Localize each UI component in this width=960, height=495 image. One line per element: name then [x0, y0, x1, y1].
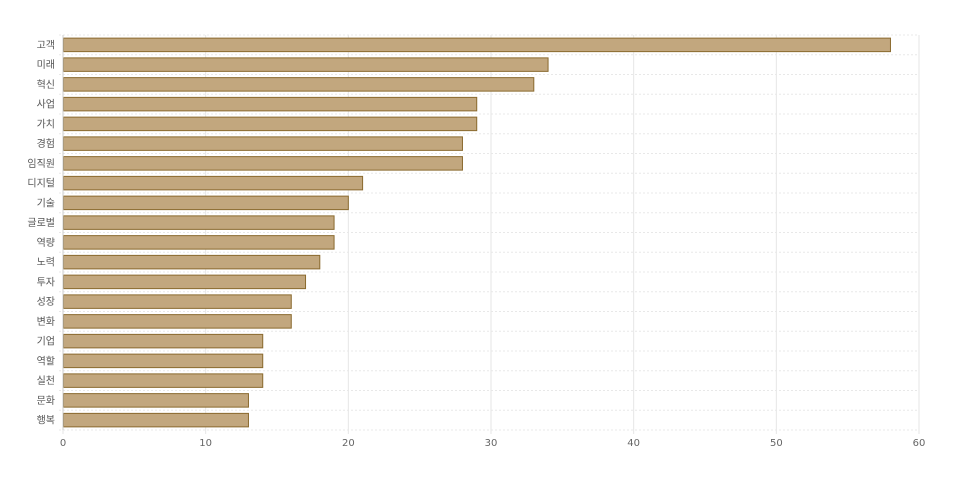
bar	[64, 315, 292, 329]
y-category-label: 노력	[37, 257, 55, 269]
y-category-label: 행복	[37, 415, 55, 427]
x-tick-label: 20	[342, 438, 355, 449]
x-tick-label: 10	[199, 438, 212, 449]
bar	[64, 38, 891, 52]
y-category-label: 역할	[37, 355, 55, 367]
y-category-label: 역량	[37, 237, 55, 249]
bar	[64, 275, 306, 289]
y-category-label: 디지털	[27, 178, 55, 190]
y-category-label: 문화	[37, 395, 55, 407]
bar	[64, 413, 249, 427]
y-category-label: 실천	[37, 375, 55, 387]
bar	[64, 374, 263, 388]
bar	[64, 334, 263, 348]
bar	[64, 295, 292, 309]
bar	[64, 137, 463, 151]
bar	[64, 157, 463, 171]
bar	[64, 78, 534, 92]
y-category-label: 경험	[37, 137, 55, 150]
y-category-label: 기업	[37, 335, 55, 348]
row-separators	[59, 35, 919, 430]
y-category-label: 임직원	[27, 157, 55, 170]
y-category-label: 글로벌	[27, 217, 55, 229]
x-tick-label: 30	[485, 438, 498, 449]
y-category-label: 변화	[37, 316, 55, 328]
y-category-label: 가치	[37, 118, 55, 130]
bar	[64, 176, 363, 190]
bar	[64, 236, 335, 250]
x-tick-label: 0	[60, 438, 66, 449]
y-category-label: 기술	[37, 197, 55, 209]
bar	[64, 394, 249, 408]
bar	[64, 196, 349, 210]
bar	[64, 216, 335, 230]
bar	[64, 354, 263, 368]
bar	[64, 97, 477, 111]
y-category-label: 성장	[37, 296, 55, 308]
bar	[64, 117, 477, 131]
y-category-label: 혁신	[37, 79, 55, 91]
bar	[64, 58, 549, 72]
x-tick-label: 60	[913, 438, 926, 449]
x-tick-label: 40	[627, 438, 640, 449]
category-labels: 고객미래혁신사업가치경험임직원디지털기술글로벌역량노력투자성장변화기업역할실천문…	[27, 39, 55, 426]
y-category-label: 미래	[37, 59, 55, 71]
x-tick-labels: 0 10 20 30 40 50 60	[60, 438, 926, 449]
y-category-label: 고객	[37, 39, 55, 51]
y-category-label: 사업	[37, 98, 55, 111]
bar	[64, 255, 320, 269]
y-category-label: 투자	[37, 276, 55, 288]
x-tick-label: 50	[770, 438, 783, 449]
